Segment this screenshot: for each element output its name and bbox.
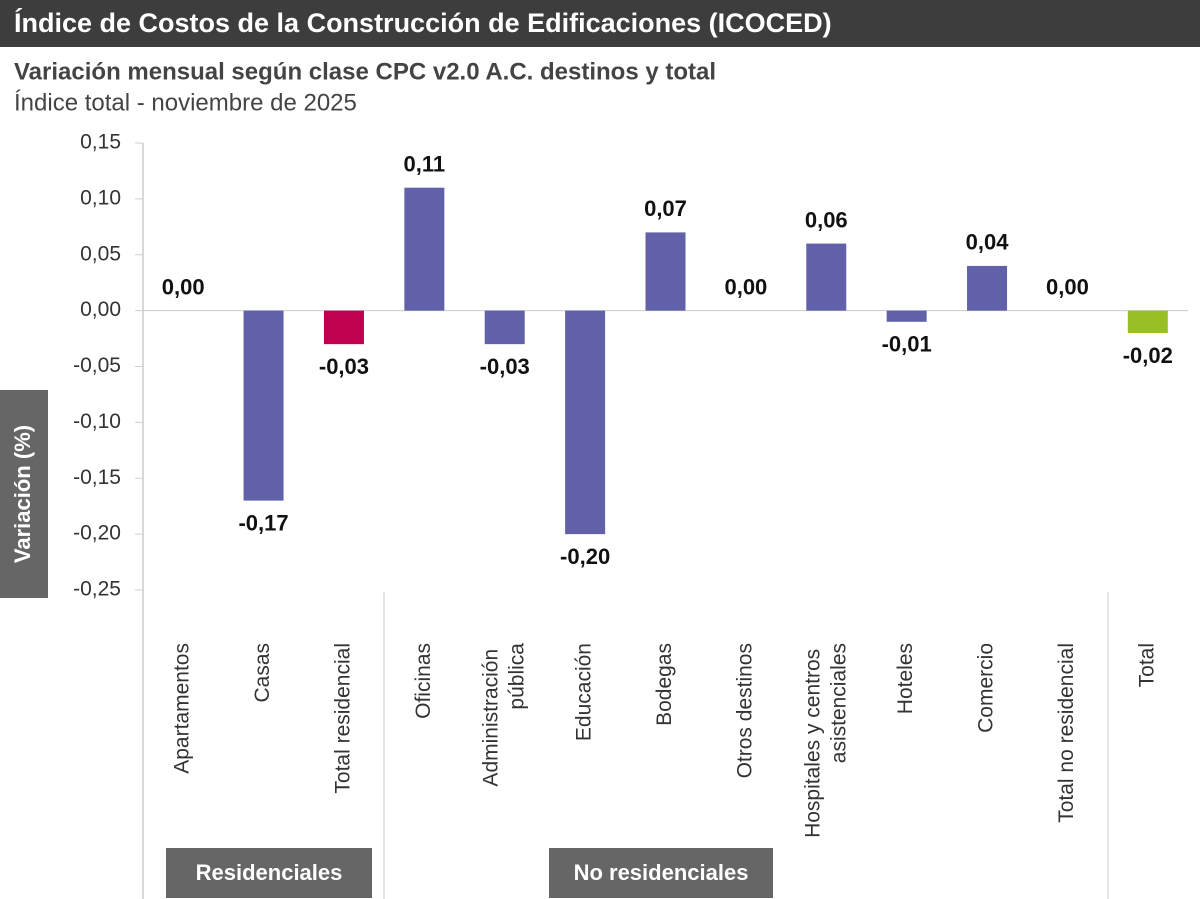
bar: [243, 310, 284, 501]
y-tick-label: -0,15: [73, 466, 121, 489]
chart-subtitle: Variación mensual según clase CPC v2.0 A…: [14, 58, 716, 85]
value-label: 0,04: [966, 230, 1010, 255]
y-axis-label: Variación (%): [10, 425, 35, 563]
value-label: -0,03: [480, 354, 530, 379]
group-box: [549, 848, 773, 898]
value-label: 0,11: [404, 152, 446, 177]
bar: [404, 187, 445, 311]
value-label: -0,01: [882, 332, 932, 357]
y-tick-label: 0,15: [80, 131, 121, 154]
bar: [886, 310, 927, 322]
y-label-box: [0, 390, 48, 598]
value-label: 0,00: [1046, 274, 1089, 299]
chart-title: Índice de Costos de la Construcción de E…: [14, 7, 832, 38]
x-tick-label: Total residencial: [332, 643, 355, 794]
bar: [323, 310, 364, 345]
y-tick-label: 0,00: [80, 298, 121, 321]
value-label: 0,00: [162, 274, 205, 299]
group-label: No residenciales: [574, 860, 749, 885]
value-label: 0,07: [644, 196, 687, 221]
x-tick-label: Apartamentos: [171, 643, 194, 774]
x-tick-label: Otros destinos: [733, 643, 756, 778]
y-tick-label: 0,10: [80, 186, 121, 209]
bar: [565, 310, 606, 535]
y-tick-label: -0,10: [73, 410, 121, 433]
x-tick-label: Hoteles: [894, 643, 917, 714]
x-tick-label: Oficinas: [412, 643, 435, 719]
chart-subtitle: Índice total - noviembre de 2025: [14, 89, 357, 116]
value-label: -0,02: [1123, 343, 1173, 368]
x-tick-label: Hospitales y centros asistenciales: [801, 643, 850, 838]
bar: [645, 232, 686, 311]
x-tick-label: Total: [1135, 643, 1158, 687]
y-tick-label: 0,05: [80, 242, 121, 265]
x-tick-label: Comercio: [975, 643, 998, 733]
x-tick-label: Total no residencial: [1055, 643, 1078, 823]
x-tick-label: Casas: [251, 643, 274, 703]
y-tick-label: -0,20: [73, 522, 121, 545]
bar: [484, 310, 525, 345]
value-label: 0,06: [805, 207, 848, 232]
value-label: -0,03: [319, 354, 369, 379]
group-box: [166, 848, 372, 898]
bar: [1127, 310, 1168, 333]
y-tick-label: -0,25: [73, 578, 121, 601]
header-bar: [0, 0, 1200, 47]
x-tick-label: Bodegas: [653, 643, 676, 726]
value-label: -0,17: [238, 510, 288, 535]
value-label: -0,20: [560, 544, 610, 569]
x-tick-label: Educación: [573, 643, 596, 741]
group-label: Residenciales: [196, 860, 343, 885]
y-tick-label: -0,05: [73, 354, 121, 377]
bar: [967, 265, 1008, 311]
bar: [806, 243, 847, 311]
x-tick-label: Administración pública: [479, 643, 528, 787]
value-label: 0,00: [724, 274, 767, 299]
